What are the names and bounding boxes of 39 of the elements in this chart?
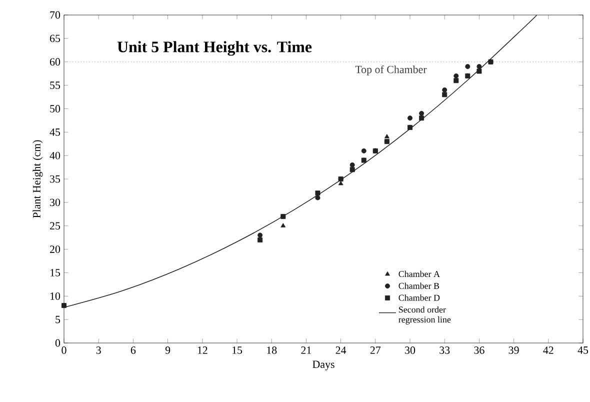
legend-label: Chamber B [398,282,440,289]
x-tick-label: 27 [370,346,381,354]
x-tick-label: 9 [165,346,170,354]
x-tick-label: 39 [508,346,519,354]
y-tick-label: 40 [50,152,60,160]
y-tick-label: 60 [50,58,60,66]
y-tick-label: 10 [50,292,60,300]
y-tick-label: 35 [50,175,60,183]
x-tick-label: 45 [578,346,588,354]
x-tick-label: 12 [198,346,208,354]
x-tick-label: 15 [232,346,242,354]
y-tick-label: 5 [56,316,60,324]
x-tick-label: 0 [62,346,66,354]
x-tick-label: 36 [474,346,484,354]
y-tick-label: 55 [50,82,60,89]
legend-label: Second order regression line [398,306,451,324]
y-tick-label: 30 [50,198,60,206]
y-tick-label: 65 [50,34,60,42]
y-tick-label: 0 [55,339,60,347]
x-tick-label: 6 [130,346,136,354]
x-tick-label: 21 [301,346,312,354]
x-tick-label: 30 [405,346,416,354]
x-tick-label: 42 [543,346,554,354]
y-tick-label: 25 [50,222,60,230]
y-tick-label: 45 [50,128,60,136]
x-tick-label: 3 [96,346,101,354]
x-tick-label: 18 [267,346,277,354]
text: Unit 5 Plant Height vs. Time [117,41,312,56]
x-tick-label: 24 [336,346,346,354]
x-tick-label: 33 [440,346,450,354]
legend-label: Chamber A [398,270,440,278]
ref-line-label: Top of Chamber [355,65,427,76]
y-tick-label: 20 [50,246,60,253]
y-tick-label: 70 [50,11,60,19]
legend-label: Chamber D [398,294,440,301]
y-tick-label: 15 [50,269,60,276]
y-axis-title: Plant Height (cm) [32,140,43,218]
y-tick-label: 50 [50,105,60,112]
x-axis-title: Days [312,360,334,370]
